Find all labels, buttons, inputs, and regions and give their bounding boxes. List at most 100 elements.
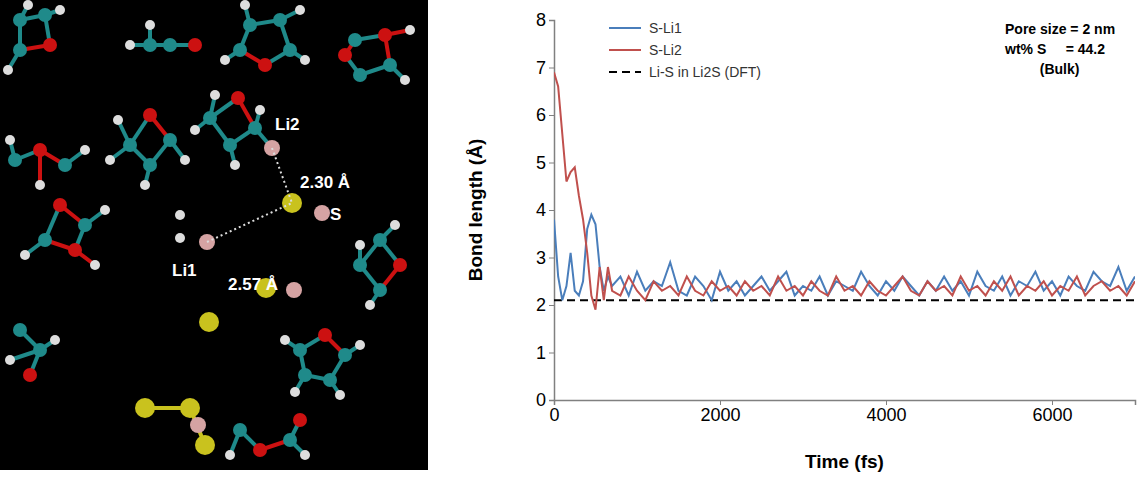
- atom: [8, 153, 22, 167]
- legend-label: S-Li1: [649, 20, 682, 36]
- atom: [78, 218, 92, 232]
- atom: [290, 387, 300, 397]
- atom: [190, 417, 206, 433]
- legend: S-Li1 S-Li2 Li-S in Li2S (DFT): [609, 20, 761, 80]
- atom: [163, 38, 177, 52]
- atom: [338, 348, 352, 362]
- atom: [243, 18, 257, 32]
- atom: [175, 233, 185, 243]
- atom: [231, 91, 245, 105]
- x-axis: 0 2000 4000 6000: [549, 400, 1135, 425]
- tick-mark: [549, 305, 554, 306]
- tick: 1: [536, 343, 554, 363]
- atom: [383, 58, 397, 72]
- legend-label: Li-S in Li2S (DFT): [649, 64, 761, 80]
- atom: [135, 398, 155, 418]
- atoms: [3, 0, 415, 460]
- atom: [180, 398, 200, 418]
- atom: [195, 435, 215, 455]
- atom: [283, 43, 297, 57]
- atom: [55, 5, 65, 15]
- atom: [258, 58, 272, 72]
- legend-swatch: [609, 71, 641, 73]
- atom: [163, 133, 177, 147]
- chart: 0200040006000012345678Time (fs)Bond leng…: [465, 10, 1136, 472]
- atom: [300, 55, 310, 65]
- tick-mark: [549, 400, 554, 401]
- atom: [38, 8, 52, 22]
- atom: [353, 258, 367, 272]
- legend-swatch: [609, 27, 641, 29]
- tick: 4000: [866, 400, 906, 425]
- snapshot-label: Li1: [172, 261, 197, 280]
- atom: [13, 43, 27, 57]
- tick-label: 5: [536, 153, 546, 173]
- atom: [35, 180, 45, 190]
- atom: [240, 0, 250, 10]
- atom: [348, 33, 362, 47]
- y-axis: 012345678: [536, 10, 555, 410]
- legend-label: S-Li2: [649, 42, 682, 58]
- plot-area: [554, 72, 1135, 310]
- atom: [300, 450, 310, 460]
- atom: [280, 335, 290, 345]
- annotations: Pore size = 2 nmwt% S = 44.2(Bulk): [1004, 21, 1115, 77]
- atom: [233, 423, 247, 437]
- tick-label: 6000: [1032, 405, 1072, 425]
- atom: [105, 155, 115, 165]
- snapshot-label: 2.30 Å: [300, 173, 350, 192]
- tick-label: 7: [536, 58, 546, 78]
- figure: Li22.30 ÅSLi12.57 Å020004000600001234567…: [0, 0, 1148, 484]
- tick-mark: [549, 20, 554, 21]
- snapshot-panel: Li22.30 ÅSLi12.57 Å: [0, 0, 428, 470]
- tick-label: 1: [536, 343, 546, 363]
- tick-label: 3: [536, 248, 546, 268]
- tick: 2000: [700, 400, 740, 425]
- atom: [338, 48, 352, 62]
- tick-mark: [549, 115, 554, 116]
- tick-label: 2000: [700, 405, 740, 425]
- tick: 6: [536, 105, 554, 125]
- atom: [390, 220, 400, 230]
- snapshot-background: [0, 0, 428, 470]
- tick: 5: [536, 153, 554, 173]
- atom: [323, 373, 337, 387]
- atom: [223, 138, 237, 152]
- x-axis-title: Time (fs): [805, 451, 884, 472]
- tick: 4: [536, 200, 554, 220]
- atom: [140, 180, 150, 190]
- atom: [335, 390, 345, 400]
- tick: 7: [536, 58, 554, 78]
- atom: [283, 433, 297, 447]
- tick-label: 0: [549, 405, 559, 425]
- atom: [393, 258, 407, 272]
- snapshot-label: 2.57 Å: [228, 275, 278, 294]
- atom: [43, 38, 57, 52]
- atom: [225, 450, 235, 460]
- atom: [175, 210, 185, 220]
- atom: [3, 65, 13, 75]
- tick: 2: [536, 295, 554, 315]
- tick-mark: [549, 353, 554, 354]
- snapshot-label: S: [330, 205, 341, 224]
- atom: [145, 20, 155, 30]
- axis-line: [549, 21, 555, 401]
- tick: 0: [536, 390, 554, 410]
- atom: [353, 68, 367, 82]
- atom: [355, 240, 365, 250]
- atom: [203, 111, 217, 125]
- tick: 0: [549, 400, 559, 425]
- atom: [248, 121, 262, 135]
- atom: [188, 38, 202, 52]
- tick-label: 4: [536, 200, 546, 220]
- atom: [378, 28, 392, 42]
- atom: [23, 368, 37, 382]
- tick: 6000: [1032, 400, 1072, 425]
- atom: [405, 25, 415, 35]
- atom: [286, 282, 302, 298]
- atom: [365, 300, 375, 310]
- reference-line: [554, 299, 1135, 301]
- atom: [38, 233, 52, 247]
- annotation: (Bulk): [1040, 61, 1080, 77]
- tick-label: 4000: [866, 405, 906, 425]
